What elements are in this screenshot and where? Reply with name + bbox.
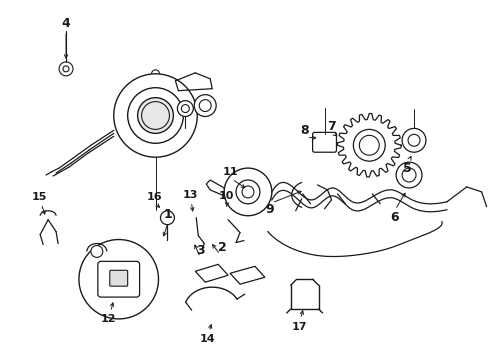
Polygon shape <box>230 266 265 284</box>
Text: 1: 1 <box>164 208 173 221</box>
Text: 8: 8 <box>300 124 309 137</box>
Text: 3: 3 <box>196 244 204 257</box>
Text: 4: 4 <box>62 17 71 30</box>
Circle shape <box>138 98 173 133</box>
Text: 14: 14 <box>199 334 215 344</box>
Text: 5: 5 <box>403 162 412 175</box>
Circle shape <box>195 95 216 117</box>
Circle shape <box>236 180 260 204</box>
Circle shape <box>224 168 272 216</box>
Text: 16: 16 <box>147 192 162 202</box>
Text: 9: 9 <box>266 203 274 216</box>
Polygon shape <box>196 264 228 282</box>
Circle shape <box>91 246 103 257</box>
Text: 2: 2 <box>218 241 226 254</box>
Circle shape <box>177 100 193 117</box>
Circle shape <box>161 211 174 225</box>
Circle shape <box>396 162 422 188</box>
Text: 11: 11 <box>222 167 238 177</box>
Text: 7: 7 <box>327 120 336 133</box>
Text: 13: 13 <box>183 190 198 200</box>
Text: 12: 12 <box>101 314 117 324</box>
Text: 15: 15 <box>31 192 47 202</box>
Text: 10: 10 <box>219 191 234 201</box>
Circle shape <box>114 74 197 157</box>
Circle shape <box>79 239 158 319</box>
Circle shape <box>402 129 426 152</box>
Polygon shape <box>206 180 224 196</box>
Text: 17: 17 <box>292 322 307 332</box>
Circle shape <box>353 129 385 161</box>
FancyBboxPatch shape <box>98 261 140 297</box>
FancyBboxPatch shape <box>110 270 128 286</box>
Circle shape <box>128 88 183 143</box>
Text: 6: 6 <box>390 211 398 224</box>
FancyBboxPatch shape <box>313 132 337 152</box>
